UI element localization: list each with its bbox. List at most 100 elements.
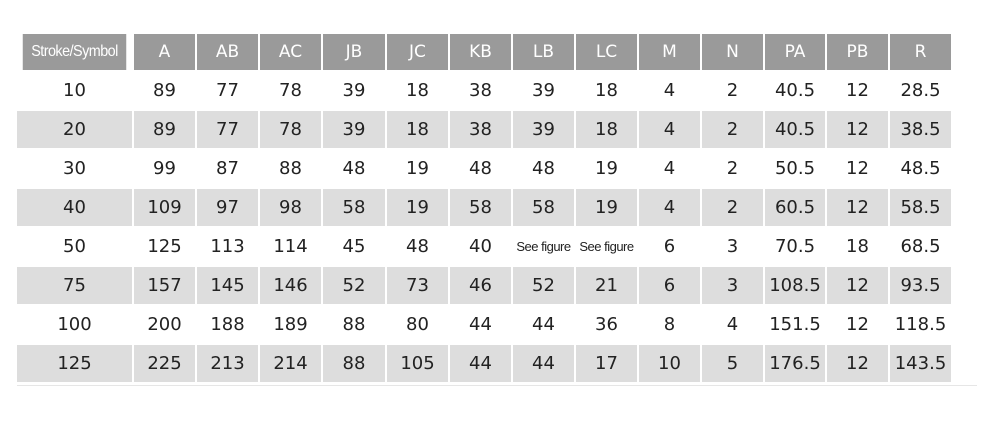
table-cell: 18 [406,80,429,101]
column-header: A [134,34,195,70]
table-cell: 78 [279,80,302,101]
stroke-cell: 10 [63,80,86,101]
table-cell: See figure [516,239,571,254]
table-cell: 189 [273,314,308,335]
table-cell: 89 [153,80,176,101]
table-cell: 4 [663,80,676,101]
table-cell: 12 [827,267,888,304]
table-cell: 73 [387,267,448,304]
column-header: N [702,34,763,70]
table-cell: 28.5 [900,80,941,101]
table-cell: 145 [197,267,258,304]
table-cell: 48.5 [900,158,941,179]
table-cell: 19 [576,189,637,226]
table-cell: 78 [260,111,321,148]
table-row: 50 125 113 114 45 48 40 See figure See figure 6 3 7… [17,228,951,265]
table-cell: 70.5 [774,236,816,257]
table-cell: 97 [197,189,258,226]
table-cell: 5 [702,345,763,382]
table-cell: 38 [450,111,511,148]
table-cell: 39 [532,80,555,101]
dimensions-table: Stroke/Symbol A AB AC JB JC KB LB LC M N PA PB R 10 89… [15,32,953,384]
table-cell: 44 [513,345,574,382]
table-cell: 87 [216,158,239,179]
column-header: Stroke/Symbol [22,34,127,70]
table-cell: 2 [726,158,739,179]
table-cell: 188 [210,314,245,335]
table-cell: 3 [702,267,763,304]
stroke-cell: 50 [63,236,86,257]
table-cell: 18 [595,80,618,101]
table-row: 125 225 213 214 88 105 44 44 17 10 5 176.5 12 143.5 [17,345,951,382]
column-header: JC [387,34,448,70]
stroke-cell: 125 [17,345,132,382]
table-cell: 6 [639,267,700,304]
table-cell: 125 [147,236,182,257]
table-cell: 48 [469,158,492,179]
column-header: PA [765,34,825,70]
table-cell: 58 [513,189,574,226]
table-cell: 12 [827,345,888,382]
table-cell: 4 [663,158,676,179]
table-row: 75 157 145 146 52 73 46 52 21 6 3 108.5 12 93.5 [17,267,951,304]
table-cell: 40.5 [765,111,825,148]
table-cell: 151.5 [769,314,821,335]
table-cell: 88 [279,158,302,179]
table-cell: 6 [663,236,676,257]
table-row: 10 89 77 78 39 18 38 39 18 4 2 40.5 12 28.5 [17,72,951,109]
column-header: LB [513,34,574,70]
stroke-cell: 30 [63,158,86,179]
table-cell: 113 [210,236,245,257]
table-row: 30 99 87 88 48 19 48 48 19 4 2 50.5 12 48.5 [17,150,951,187]
stroke-cell: 100 [57,314,92,335]
table-cell: 12 [846,158,869,179]
table-cell: 77 [197,111,258,148]
table-cell: 88 [323,345,385,382]
table-cell: 146 [260,267,321,304]
table-cell: 214 [260,345,321,382]
table-cell: 39 [342,80,366,101]
table-cell: 52 [323,267,385,304]
table-cell: 3 [726,236,739,257]
table-cell: 44 [450,345,511,382]
table-cell: 38 [469,80,492,101]
table-cell: 105 [387,345,448,382]
table-cell: 118.5 [894,314,947,335]
table-cell: 38.5 [890,111,951,148]
table-cell: 213 [197,345,258,382]
table-cell: 18 [576,111,637,148]
header-row: Stroke/Symbol A AB AC JB JC KB LB LC M N PA PB R [17,34,951,70]
table-cell: 45 [342,236,366,257]
table-cell: 39 [513,111,574,148]
table-cell: 50.5 [774,158,816,179]
table-cell: 68.5 [900,236,941,257]
table-cell: 58 [323,189,385,226]
stroke-cell: 75 [17,267,132,304]
table-cell: 2 [702,111,763,148]
table-cell: 44 [532,314,555,335]
table-cell: 12 [846,80,869,101]
table-cell: 8 [663,314,676,335]
table-cell: 12 [827,111,888,148]
table-cell: 4 [639,189,700,226]
column-header: PB [827,34,888,70]
table-row: 40 109 97 98 58 19 58 58 19 4 2 60.5 12 58.5 [17,189,951,226]
table-cell: 10 [639,345,700,382]
table-cell: 77 [216,80,239,101]
table-cell: 58.5 [890,189,951,226]
table-cell: 48 [532,158,555,179]
table-cell: 80 [406,314,429,335]
table-bottom-divider [17,385,977,386]
table-cell: 108.5 [765,267,825,304]
column-header: AB [197,34,258,70]
table-cell: 99 [153,158,176,179]
table-cell: 19 [406,158,429,179]
table-cell: 40 [469,236,492,257]
table-cell: 21 [576,267,637,304]
table-cell: 12 [827,189,888,226]
table-cell: 200 [147,314,182,335]
table-cell: 4 [639,111,700,148]
table-cell: 88 [342,314,366,335]
table-cell: 114 [273,236,308,257]
table-cell: 89 [134,111,195,148]
